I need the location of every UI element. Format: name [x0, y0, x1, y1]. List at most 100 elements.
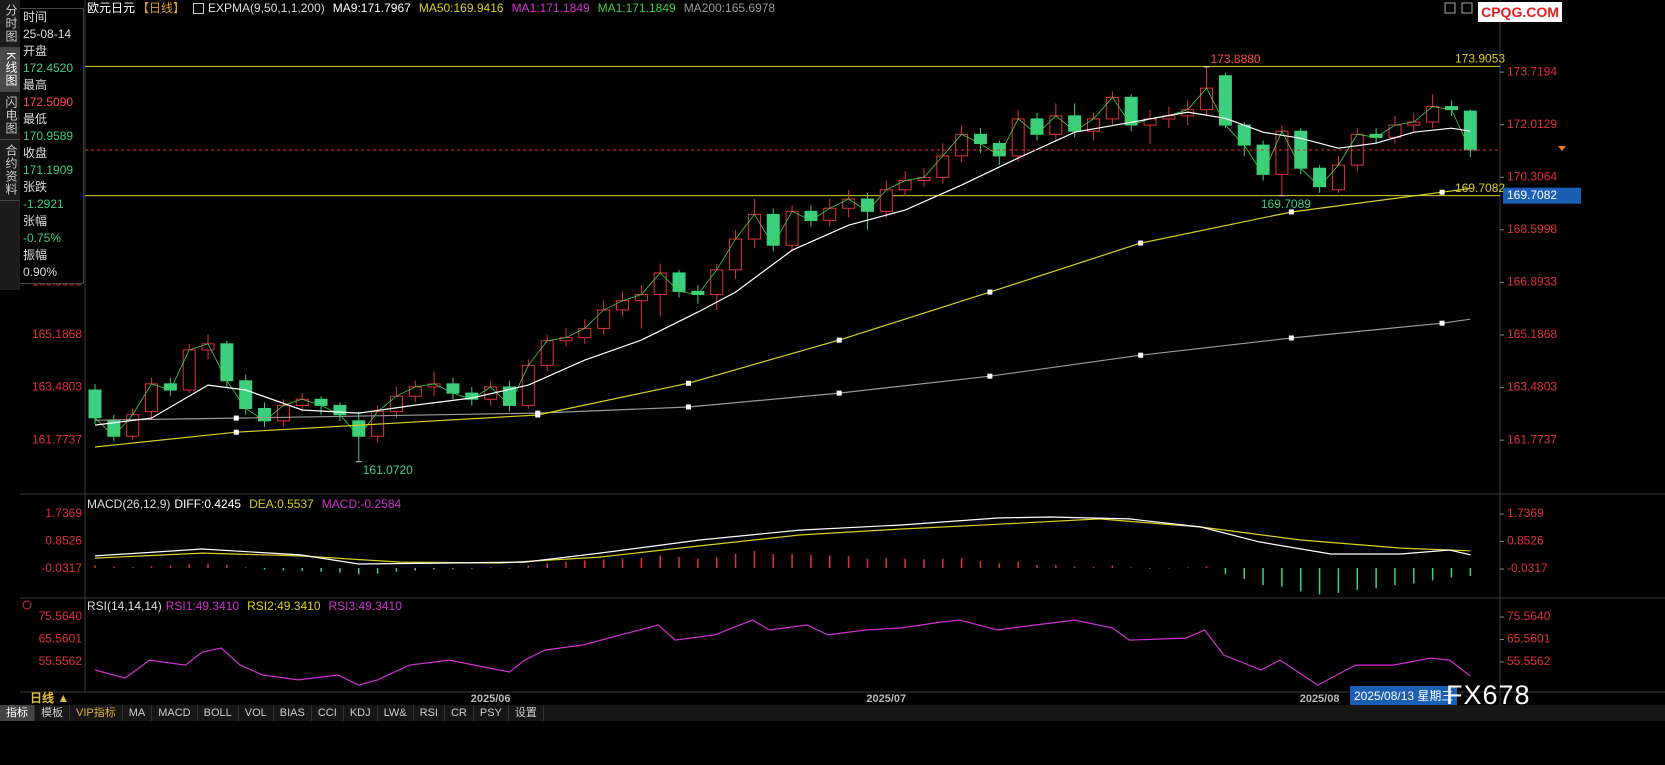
ma-line [94, 111, 1471, 426]
legend-item: MA1:171.1849 [597, 1, 676, 15]
macd-bar [1281, 568, 1283, 587]
macd-bar [508, 568, 511, 569]
toolbar-item[interactable]: VOL [239, 705, 274, 721]
price-arrow [1558, 145, 1566, 151]
candle-body [333, 404, 347, 416]
toolbar-item[interactable]: RSI [414, 705, 445, 721]
candle-body [314, 398, 328, 406]
icon[interactable] [193, 2, 205, 14]
macd-bar [226, 564, 228, 569]
macd-bar [847, 556, 850, 569]
macd-bar [960, 558, 963, 569]
candle-body [258, 408, 272, 422]
toolbar-item[interactable]: 设置 [509, 705, 544, 721]
info-value: 0.90% [23, 265, 58, 279]
candle-body [842, 198, 856, 209]
toolbar-item[interactable]: BIAS [274, 705, 312, 721]
candle-body [239, 380, 253, 410]
candle-body [823, 207, 837, 222]
side-tabs: 分时图 K线图 闪电图 合约资料 [0, 0, 23, 290]
macd-bar [320, 568, 322, 572]
macd-bar [339, 568, 341, 573]
macd-bar [376, 568, 379, 574]
candle-body [860, 198, 874, 212]
macd-bar [640, 558, 643, 569]
ma-marker [1439, 189, 1445, 195]
y-tick-label-left: 161.7737 [32, 432, 82, 446]
candle-body [710, 269, 724, 296]
window-button [1461, 2, 1473, 14]
candle-body [126, 414, 140, 437]
toolbar-item[interactable]: 模板 [35, 705, 70, 721]
toolbar-item[interactable]: MA [123, 705, 153, 721]
info-value: -0.75% [23, 231, 62, 245]
candle-body [766, 213, 780, 246]
toolbar-item[interactable]: LW& [378, 705, 414, 721]
macd-bar [244, 567, 247, 569]
y-tick-label: 172.0129 [1507, 117, 1557, 131]
y-tick-label: 1.7369 [1507, 506, 1544, 520]
ma-marker [685, 380, 691, 386]
macd-bar [131, 567, 134, 569]
candle-body [785, 210, 799, 246]
candle-body [1256, 144, 1270, 175]
macd-bar [621, 558, 624, 569]
info-value: 172.5090 [23, 95, 74, 109]
ma-marker [987, 289, 993, 295]
symbol: 欧元日元 [87, 1, 136, 15]
macd-bar [282, 568, 285, 571]
candle-body [729, 238, 743, 271]
window-button [1444, 2, 1456, 14]
ma-marker [1439, 320, 1445, 326]
rsi-header: RSI(14,14,14) RSI1:49.3410 RSI2:49.3410 … [87, 598, 402, 614]
tab[interactable]: 分时图 [0, 0, 23, 48]
period-button[interactable]: 日线 ▲ [30, 691, 70, 705]
candle-body [1331, 164, 1345, 191]
indicator: EXPMA(9,50,1,1,200) [208, 1, 325, 15]
candle-body [1030, 118, 1044, 135]
ma-marker [535, 412, 541, 418]
y-tick-label-left: 165.1868 [32, 327, 82, 341]
macd-bar [414, 568, 417, 571]
macd-bar [1036, 564, 1038, 569]
y-tick-label: 165.1868 [1507, 327, 1557, 341]
y-tick-label-left: 0.8526 [45, 534, 82, 548]
candle-body [1124, 96, 1138, 126]
tab[interactable]: 合约资料 [0, 140, 23, 202]
candle-body [220, 343, 234, 382]
info-label: 最高 [23, 78, 48, 92]
candle-body [1388, 124, 1402, 138]
toolbar-item[interactable]: VIP指标 [70, 705, 123, 721]
toolbar-item[interactable]: CR [445, 705, 474, 721]
macd-bar [1149, 568, 1151, 569]
ma-marker [1138, 352, 1144, 358]
y-tick-label: 55.5562 [1507, 654, 1551, 668]
toolbar-item[interactable]: PSY [474, 705, 509, 721]
candle-body [898, 180, 912, 191]
candle-body [540, 340, 554, 366]
legend-item: MA1:171.1849 [511, 1, 590, 15]
toolbar-item[interactable]: MACD [152, 705, 198, 721]
macd-bar [546, 563, 548, 569]
macd-bar [1450, 568, 1453, 578]
y-tick-label-left: 163.4803 [32, 380, 82, 394]
macd-bar [358, 568, 360, 575]
macd-bar [659, 555, 661, 569]
candle-body [1313, 167, 1327, 188]
h-line-label: 169.7082 [1455, 181, 1505, 195]
candle-body [672, 272, 686, 292]
macd-bar [1130, 567, 1132, 569]
candle-body [408, 386, 422, 397]
toolbar-item[interactable]: BOLL [198, 705, 239, 721]
tab[interactable]: 闪电图 [0, 92, 23, 141]
ma-marker [1288, 335, 1294, 341]
macd-bar [923, 559, 925, 569]
macd-bar [697, 558, 699, 569]
tab[interactable]: K线图 [0, 48, 23, 93]
macd-bar [904, 558, 906, 569]
toolbar-item[interactable]: 指标 [0, 705, 35, 721]
toolbar-item[interactable]: CCI [312, 705, 344, 721]
toolbar-item[interactable]: KDJ [344, 705, 378, 721]
